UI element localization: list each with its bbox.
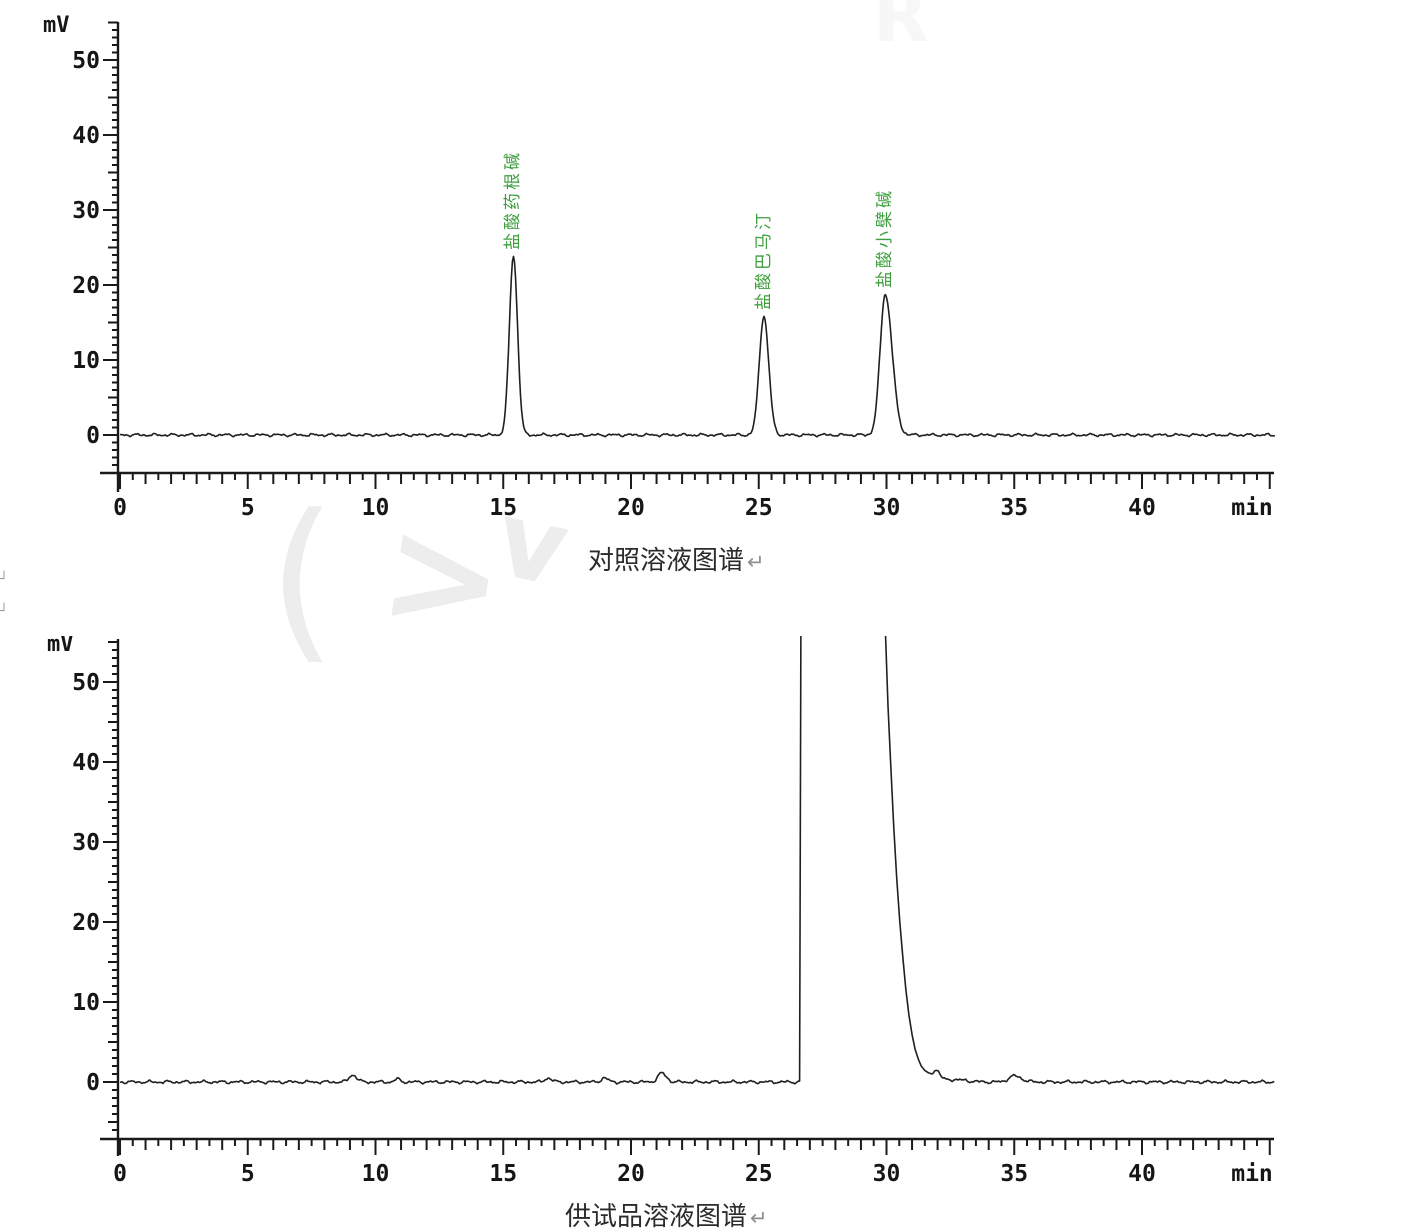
chromatogram-trace bbox=[119, 255, 1276, 438]
x-tick-label: 35 bbox=[1000, 1161, 1028, 1187]
x-tick-label: 10 bbox=[362, 495, 390, 521]
y-tick-label: 10 bbox=[72, 990, 100, 1016]
sample-caption-underlined: 供试品溶液 bbox=[565, 1202, 696, 1232]
x-tick-label: 25 bbox=[745, 495, 773, 521]
x-tick-label: 20 bbox=[617, 1161, 645, 1187]
peak-identity-label: 盐酸小檗碱 bbox=[875, 188, 896, 288]
x-tick-label: 0 bbox=[113, 495, 127, 521]
paragraph-return-mark: ↵ bbox=[747, 550, 765, 574]
x-tick-label: 40 bbox=[1128, 495, 1156, 521]
x-tick-label: 10 bbox=[362, 1161, 390, 1187]
x-tick-label: 5 bbox=[241, 495, 255, 521]
x-tick-label: 25 bbox=[745, 1161, 773, 1187]
x-axis-unit: min bbox=[1231, 495, 1273, 521]
x-tick-label: 30 bbox=[873, 495, 901, 521]
y-tick-label: 0 bbox=[86, 1070, 100, 1096]
x-tick-label: 15 bbox=[489, 495, 517, 521]
sample-caption: 供试品溶液图谱 ↵ bbox=[565, 1196, 768, 1232]
y-axis-unit: mV bbox=[47, 636, 74, 657]
x-axis-unit: min bbox=[1231, 1161, 1273, 1187]
peak-identity-label: 盐酸药根碱 bbox=[503, 149, 524, 250]
y-axis-unit: mV bbox=[43, 13, 70, 38]
paragraph-return-mark: ↵ bbox=[750, 1206, 768, 1230]
x-tick-label: 30 bbox=[873, 1161, 901, 1187]
chromatogram-trace bbox=[119, 636, 1275, 1085]
reference-caption: 对照溶液图谱 ↵ bbox=[588, 540, 765, 577]
margin-mark: ┘ bbox=[0, 572, 8, 587]
y-tick-label: 50 bbox=[72, 670, 100, 696]
x-tick-label: 15 bbox=[489, 1161, 517, 1187]
x-tick-label: 35 bbox=[1000, 495, 1028, 521]
y-tick-label: 40 bbox=[72, 750, 100, 776]
y-tick-label: 40 bbox=[72, 123, 100, 149]
y-tick-label: 20 bbox=[72, 910, 100, 936]
x-tick-label: 0 bbox=[113, 1161, 127, 1187]
y-tick-label: 30 bbox=[72, 830, 100, 856]
y-tick-label: 50 bbox=[72, 48, 100, 74]
watermark-glyph: ( bbox=[268, 478, 337, 681]
x-tick-label: 5 bbox=[241, 1161, 255, 1187]
y-tick-label: 0 bbox=[86, 423, 100, 449]
watermark-glyph: R bbox=[873, 0, 929, 58]
x-tick-label: 40 bbox=[1128, 1161, 1156, 1187]
y-tick-label: 10 bbox=[72, 348, 100, 374]
y-tick-label: 30 bbox=[72, 198, 100, 224]
y-tick-label: 20 bbox=[72, 273, 100, 299]
peak-identity-label: 盐酸巴马汀 bbox=[753, 209, 774, 310]
margin-mark: ┘ bbox=[0, 604, 8, 619]
sample-caption-text: 图谱 bbox=[695, 1202, 748, 1232]
sample-chromatogram: 0 10 20 30 40 50 mV 0 5 10 15 20 25 30 35 40 min bbox=[47, 636, 1275, 1187]
reference-caption-text: 对照溶液图谱 bbox=[588, 546, 745, 576]
x-tick-label: 20 bbox=[617, 495, 645, 521]
